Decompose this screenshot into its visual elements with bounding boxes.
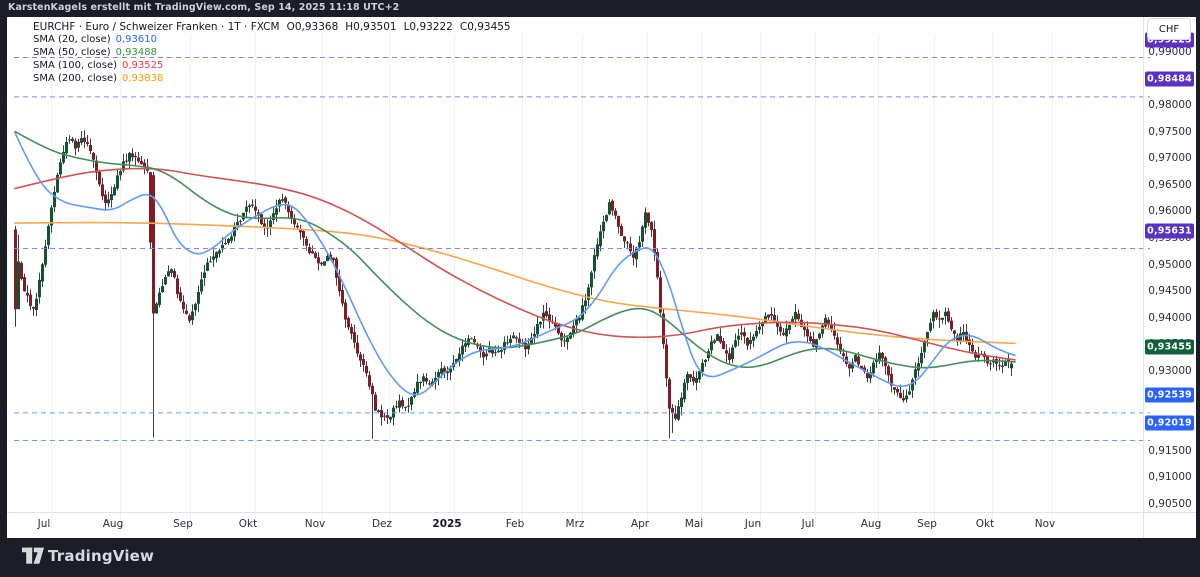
- chart-legend: EURCHF · Euro / Schweizer Franken · 1T ·…: [33, 21, 511, 86]
- price-tick: 0,94500: [1148, 285, 1192, 298]
- ohlc-open: O0,93368: [286, 21, 339, 33]
- time-tick: Sep: [917, 518, 937, 530]
- symbol-title-row[interactable]: EURCHF · Euro / Schweizer Franken · 1T ·…: [33, 21, 511, 34]
- time-axis-separator: [7, 512, 1196, 513]
- price-tick: 0,93000: [1148, 364, 1192, 377]
- sma-100-line[interactable]: [14, 167, 1016, 361]
- right-edge-strip: [1196, 0, 1200, 577]
- sma-value: 0,93838: [122, 73, 164, 84]
- sma-legend-row-100[interactable]: SMA (100, close) 0,93525: [33, 60, 511, 73]
- tradingview-brand-text[interactable]: TradingView: [48, 547, 155, 565]
- time-tick: Sep: [173, 518, 193, 530]
- sma-20-line[interactable]: [14, 131, 1016, 396]
- sma-legend-row-20[interactable]: SMA (20, close) 0,93610: [33, 34, 511, 47]
- sma-label: SMA (20, close): [33, 34, 111, 45]
- ohlc-low: L0,93222: [403, 21, 453, 33]
- candlestick-chart[interactable]: [14, 34, 1150, 529]
- time-tick: Jul: [37, 518, 51, 530]
- time-tick: Aug: [860, 518, 882, 530]
- price-chart-pane[interactable]: [14, 34, 1150, 529]
- sma-legend-row-50[interactable]: SMA (50, close) 0,93488: [33, 47, 511, 60]
- tradingview-logo-icon[interactable]: [22, 547, 44, 566]
- time-axis[interactable]: Jul Aug Sep Okt Nov Dez 2025 Feb Mrz Apr Mai Jun Jul…: [7, 513, 1143, 538]
- time-tick: Dez: [371, 518, 393, 530]
- price-tick: 0,96000: [1148, 205, 1192, 218]
- price-tick: 0,96500: [1148, 178, 1192, 191]
- level-price-badge: 0,98484: [1145, 71, 1194, 87]
- price-axis[interactable]: 0,990000,985000,980000,975000,970000,965…: [1144, 17, 1196, 512]
- sma-value: 0,93525: [122, 60, 164, 71]
- level-price-badge: 0,95631: [1145, 223, 1194, 239]
- time-tick: Nov: [304, 518, 326, 530]
- time-tick: Nov: [1034, 518, 1056, 530]
- time-tick: Jun: [744, 518, 762, 530]
- symbol-title[interactable]: EURCHF · Euro / Schweizer Franken · 1T ·…: [33, 21, 280, 33]
- sma-value: 0,93488: [115, 47, 157, 58]
- ohlc-high: H0,93501: [345, 21, 397, 33]
- time-tick: Jul: [801, 518, 815, 530]
- last-price-badge: 0,93455: [1145, 339, 1194, 355]
- time-tick: Mai: [684, 518, 704, 530]
- level-price-badge: 0,92019: [1145, 415, 1194, 431]
- price-tick: 0,99000: [1148, 45, 1192, 58]
- time-tick: Aug: [102, 518, 124, 530]
- chart-widget: [7, 17, 1196, 538]
- ohlc-close: C0,93455: [459, 21, 511, 33]
- attribution-bar: KarstenKagels erstellt mit TradingView.c…: [0, 0, 1200, 17]
- footer-bar: TradingView: [0, 538, 1200, 577]
- sma-label: SMA (100, close): [33, 60, 117, 71]
- price-tick: 0,98000: [1148, 99, 1192, 112]
- price-tick: 0,95000: [1148, 258, 1192, 271]
- time-tick: Feb: [505, 518, 525, 530]
- sma-label: SMA (200, close): [33, 73, 117, 84]
- sma-50-line[interactable]: [14, 130, 1016, 369]
- level-price-badge: 0,92539: [1145, 387, 1194, 403]
- sma-label: SMA (50, close): [33, 47, 111, 58]
- time-tick: Mrz: [565, 518, 585, 530]
- price-tick: 0,91000: [1148, 471, 1192, 484]
- price-tick: 0,97000: [1148, 152, 1192, 165]
- time-tick: Okt: [975, 518, 995, 530]
- price-tick: 0,97500: [1148, 125, 1192, 138]
- price-tick: 0,94000: [1148, 311, 1192, 324]
- time-tick: Okt: [238, 518, 258, 530]
- indicator-legend-rows: SMA (20, close) 0,93610 SMA (50, close) 0,9…: [33, 34, 511, 86]
- attribution-text: KarstenKagels erstellt mit TradingView.c…: [8, 2, 400, 13]
- sma-200-line[interactable]: [14, 221, 1016, 345]
- price-tick: 0,90500: [1148, 497, 1192, 510]
- price-axis-separator: [1143, 17, 1144, 538]
- currency-button[interactable]: CHF: [1147, 18, 1191, 40]
- sma-value: 0,93610: [115, 34, 157, 45]
- sma-legend-row-200[interactable]: SMA (200, close) 0,93838: [33, 73, 511, 86]
- time-tick: Apr: [630, 518, 650, 530]
- price-tick: 0,91500: [1148, 444, 1192, 457]
- time-tick: 2025: [432, 518, 462, 530]
